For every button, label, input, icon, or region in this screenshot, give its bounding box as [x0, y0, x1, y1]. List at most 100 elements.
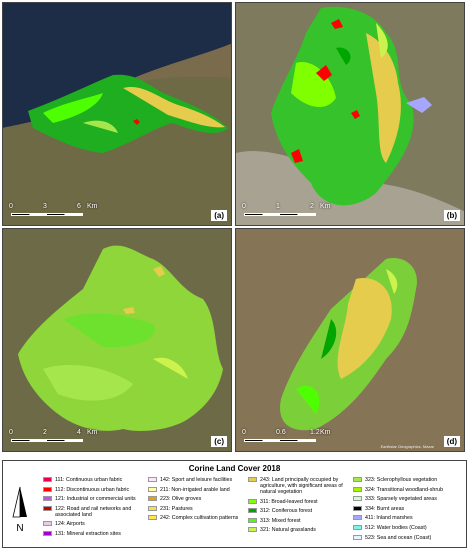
scale-bar: 0 1 2 Km [242, 203, 338, 219]
map [3, 3, 231, 225]
legend-item: 242: Complex cultivation patterns [148, 515, 258, 521]
legend-swatch [43, 477, 52, 482]
scale-label: 1 [276, 203, 280, 210]
legend-swatch [248, 477, 257, 482]
scale-label: 0.6 [276, 429, 286, 436]
map [3, 229, 231, 451]
legend-swatch [248, 508, 257, 514]
scale-label: 1.2 [310, 429, 320, 436]
scale-label: 2 [310, 203, 314, 210]
legend-swatch [248, 517, 257, 523]
legend-label: 334: Burnt areas [365, 505, 405, 512]
legend-label: 142: Sport and leisure facilities [160, 477, 233, 483]
legend-item: 333: Sparsely vegetated areas [353, 496, 463, 502]
legend-swatch [43, 530, 52, 536]
legend-item: 111: Continuous urban fabric [43, 477, 153, 483]
scale-label: 3 [43, 203, 47, 210]
legend-swatch [148, 496, 157, 502]
legend-swatch [353, 515, 362, 521]
legend-column: 111: Continuous urban fabric 112: Discont… [43, 477, 153, 541]
scale-bar: 0 0.6 1.2 Km [242, 429, 338, 445]
legend-label: 124: Airports [55, 521, 85, 528]
legend-item: 211: Non-irrigated arable land [148, 486, 258, 493]
legend-swatch [353, 496, 362, 502]
attribution: Earthstar Geographics, Maxar [380, 444, 434, 449]
legend-label: 324: Transitional woodland-shrub [365, 486, 444, 493]
legend-item: 131: Mineral extraction sites [43, 530, 153, 537]
legend-label: 242: Complex cultivation patterns [160, 515, 239, 522]
scale-bar: 0 2 4 Km [9, 429, 105, 445]
panel-label: (c) [211, 436, 227, 447]
scale-bar: 0 3 6 Km [9, 203, 105, 219]
map [236, 3, 464, 225]
scale-label: Km [87, 429, 98, 436]
legend-item: 523: Sea and ocean (Coast) [353, 534, 463, 541]
legend-label: 243: Land principally occupied by agricu… [260, 477, 343, 495]
legend-label: 323: Sclerophyllous vegetation [365, 477, 438, 483]
legend-swatch [248, 527, 257, 533]
legend-swatch [148, 515, 157, 521]
scale-label: Km [320, 203, 331, 210]
panel-label: (d) [443, 436, 460, 447]
scale-label: 6 [77, 203, 81, 210]
legend-column: 243: Land principally occupied by agricu… [248, 477, 358, 537]
north-label: N [16, 523, 23, 534]
legend-label: 321: Natural grasslands [260, 527, 316, 534]
map-panel: 0 2 4 Km (c) [2, 228, 232, 452]
legend-swatch [353, 505, 362, 511]
scale-label: 0 [9, 203, 13, 210]
legend-label: 512: Water bodies (Coast) [365, 524, 427, 531]
legend-label: 112: Discontinuous urban fabric [55, 486, 130, 493]
legend-item: 122: Road and rail networks and associat… [43, 505, 153, 518]
legend-label: 111: Continuous urban fabric [55, 477, 123, 483]
map-panel: 0 1 2 Km (b) [235, 2, 465, 226]
legend-item: 231: Pastures [148, 505, 258, 512]
legend-swatch [43, 496, 52, 502]
scale-label: 0 [9, 429, 13, 436]
map [236, 229, 464, 451]
map-panel: 0 0.6 1.2 Km Earthstar Geographics, Maxar (… [235, 228, 465, 452]
legend-item: 121: Industrial or commercial units [43, 496, 153, 502]
legend-swatch [353, 524, 362, 530]
legend-item: 324: Transitional woodland-shrub [353, 486, 463, 493]
legend-label: 211: Non-irrigated arable land [160, 486, 230, 493]
legend-label: 313: Mixed forest [260, 517, 301, 524]
legend-swatch [353, 477, 362, 482]
legend-swatch [43, 505, 52, 511]
legend-swatch [248, 498, 257, 504]
scale-label: Km [87, 203, 98, 210]
legend-item: 512: Water bodies (Coast) [353, 524, 463, 531]
legend-label: 122: Road and rail networks and associat… [55, 505, 132, 518]
panel-label: (b) [443, 210, 460, 221]
legend-label: 411: Inland marshes [365, 515, 413, 522]
legend-label: 311: Broad-leaved forest [260, 498, 318, 505]
legend-item: 223: Olive groves [148, 496, 258, 502]
map-panel: 0 3 6 Km (a) [2, 2, 232, 226]
legend-item: 124: Airports [43, 521, 153, 527]
legend-swatch [43, 486, 52, 492]
legend-label: 121: Industrial or commercial units [55, 496, 136, 503]
scale-label: 4 [77, 429, 81, 436]
panel-label: (a) [211, 210, 227, 221]
north-arrow: N [12, 486, 27, 534]
legend-title: Corine Land Cover 2018 [188, 464, 281, 473]
legend-swatch [43, 521, 52, 527]
legend-swatch [353, 486, 362, 492]
legend-label: 312: Coniferous forest [260, 508, 313, 515]
legend-label: 333: Sparsely vegetated areas [365, 496, 437, 503]
legend-item: 323: Sclerophyllous vegetation [353, 477, 463, 483]
legend-label: 223: Olive groves [160, 496, 202, 503]
legend-column: 142: Sport and leisure facilities 211: No… [148, 477, 258, 525]
scale-label: 2 [43, 429, 47, 436]
legend-swatch [148, 477, 157, 482]
legend-swatch [148, 505, 157, 511]
legend-label: 523: Sea and ocean (Coast) [365, 534, 432, 541]
legend-column: 323: Sclerophyllous vegetation 324: Trans… [353, 477, 463, 544]
legend-swatch [148, 486, 157, 492]
legend-item: 311: Broad-leaved forest [248, 498, 358, 505]
legend-item: 243: Land principally occupied by agricu… [248, 477, 358, 495]
legend-item: 411: Inland marshes [353, 515, 463, 521]
legend-item: 321: Natural grasslands [248, 527, 358, 533]
legend-swatch [353, 534, 362, 540]
